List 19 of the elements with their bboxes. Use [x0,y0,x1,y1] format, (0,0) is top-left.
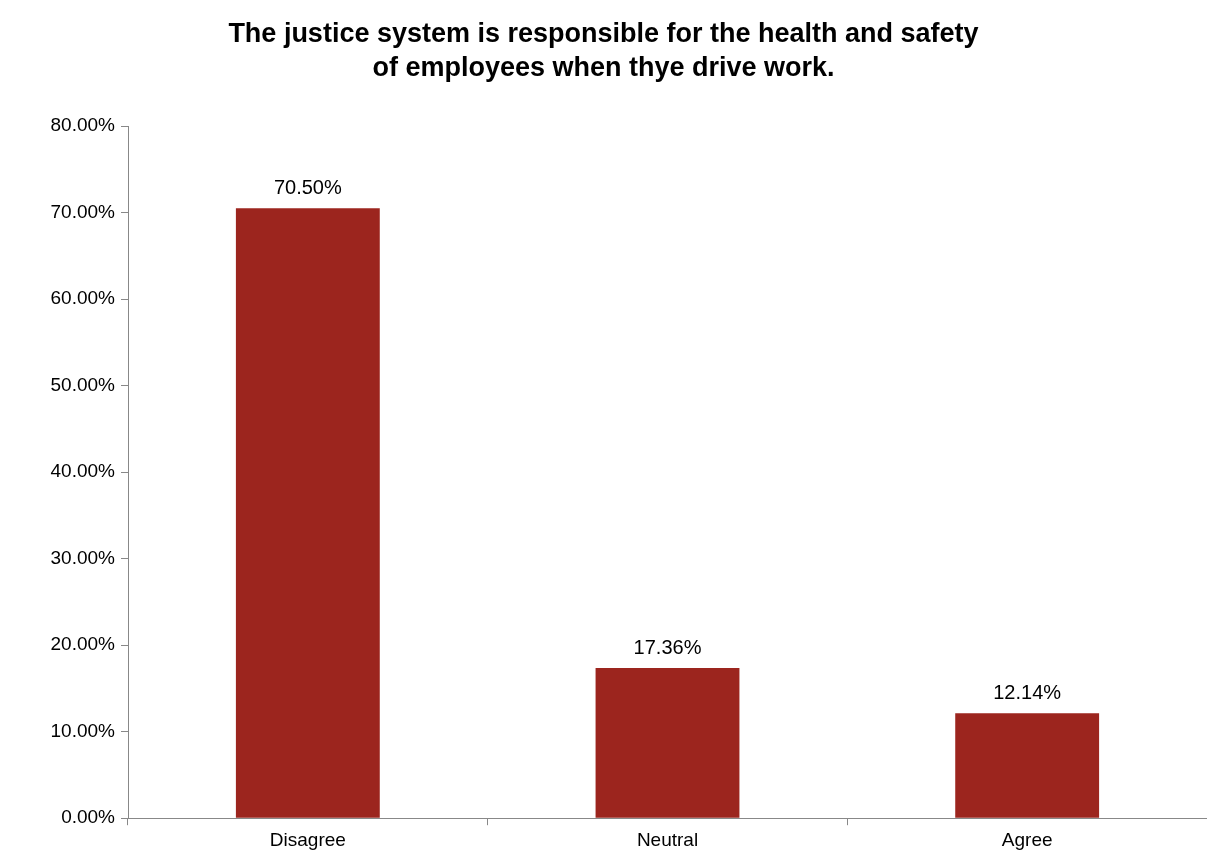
bar [235,208,380,818]
data-label: 12.14% [993,680,1062,703]
x-tick-label: Neutral [636,828,699,850]
y-tick-label: 30.00% [50,546,116,568]
data-label: 70.50% [273,175,342,198]
y-tick-label: 50.00% [50,373,116,395]
x-tick-label: Agree [1001,828,1053,850]
data-label: 17.36% [633,635,702,658]
y-tick-label: 0.00% [61,806,116,828]
y-tick-label: 80.00% [50,114,116,136]
bar [955,713,1100,818]
bar [595,667,740,818]
y-tick-label: 60.00% [50,287,116,309]
y-tick-label: 20.00% [50,633,116,655]
y-tick-label: 70.00% [50,200,116,222]
chart-title: The justice system is responsible for the health and safety of employees when thye drive work. [227,17,980,84]
y-tick-label: 40.00% [50,460,116,482]
y-tick-label: 10.00% [50,719,116,741]
x-tick-label: Disagree [269,828,346,850]
